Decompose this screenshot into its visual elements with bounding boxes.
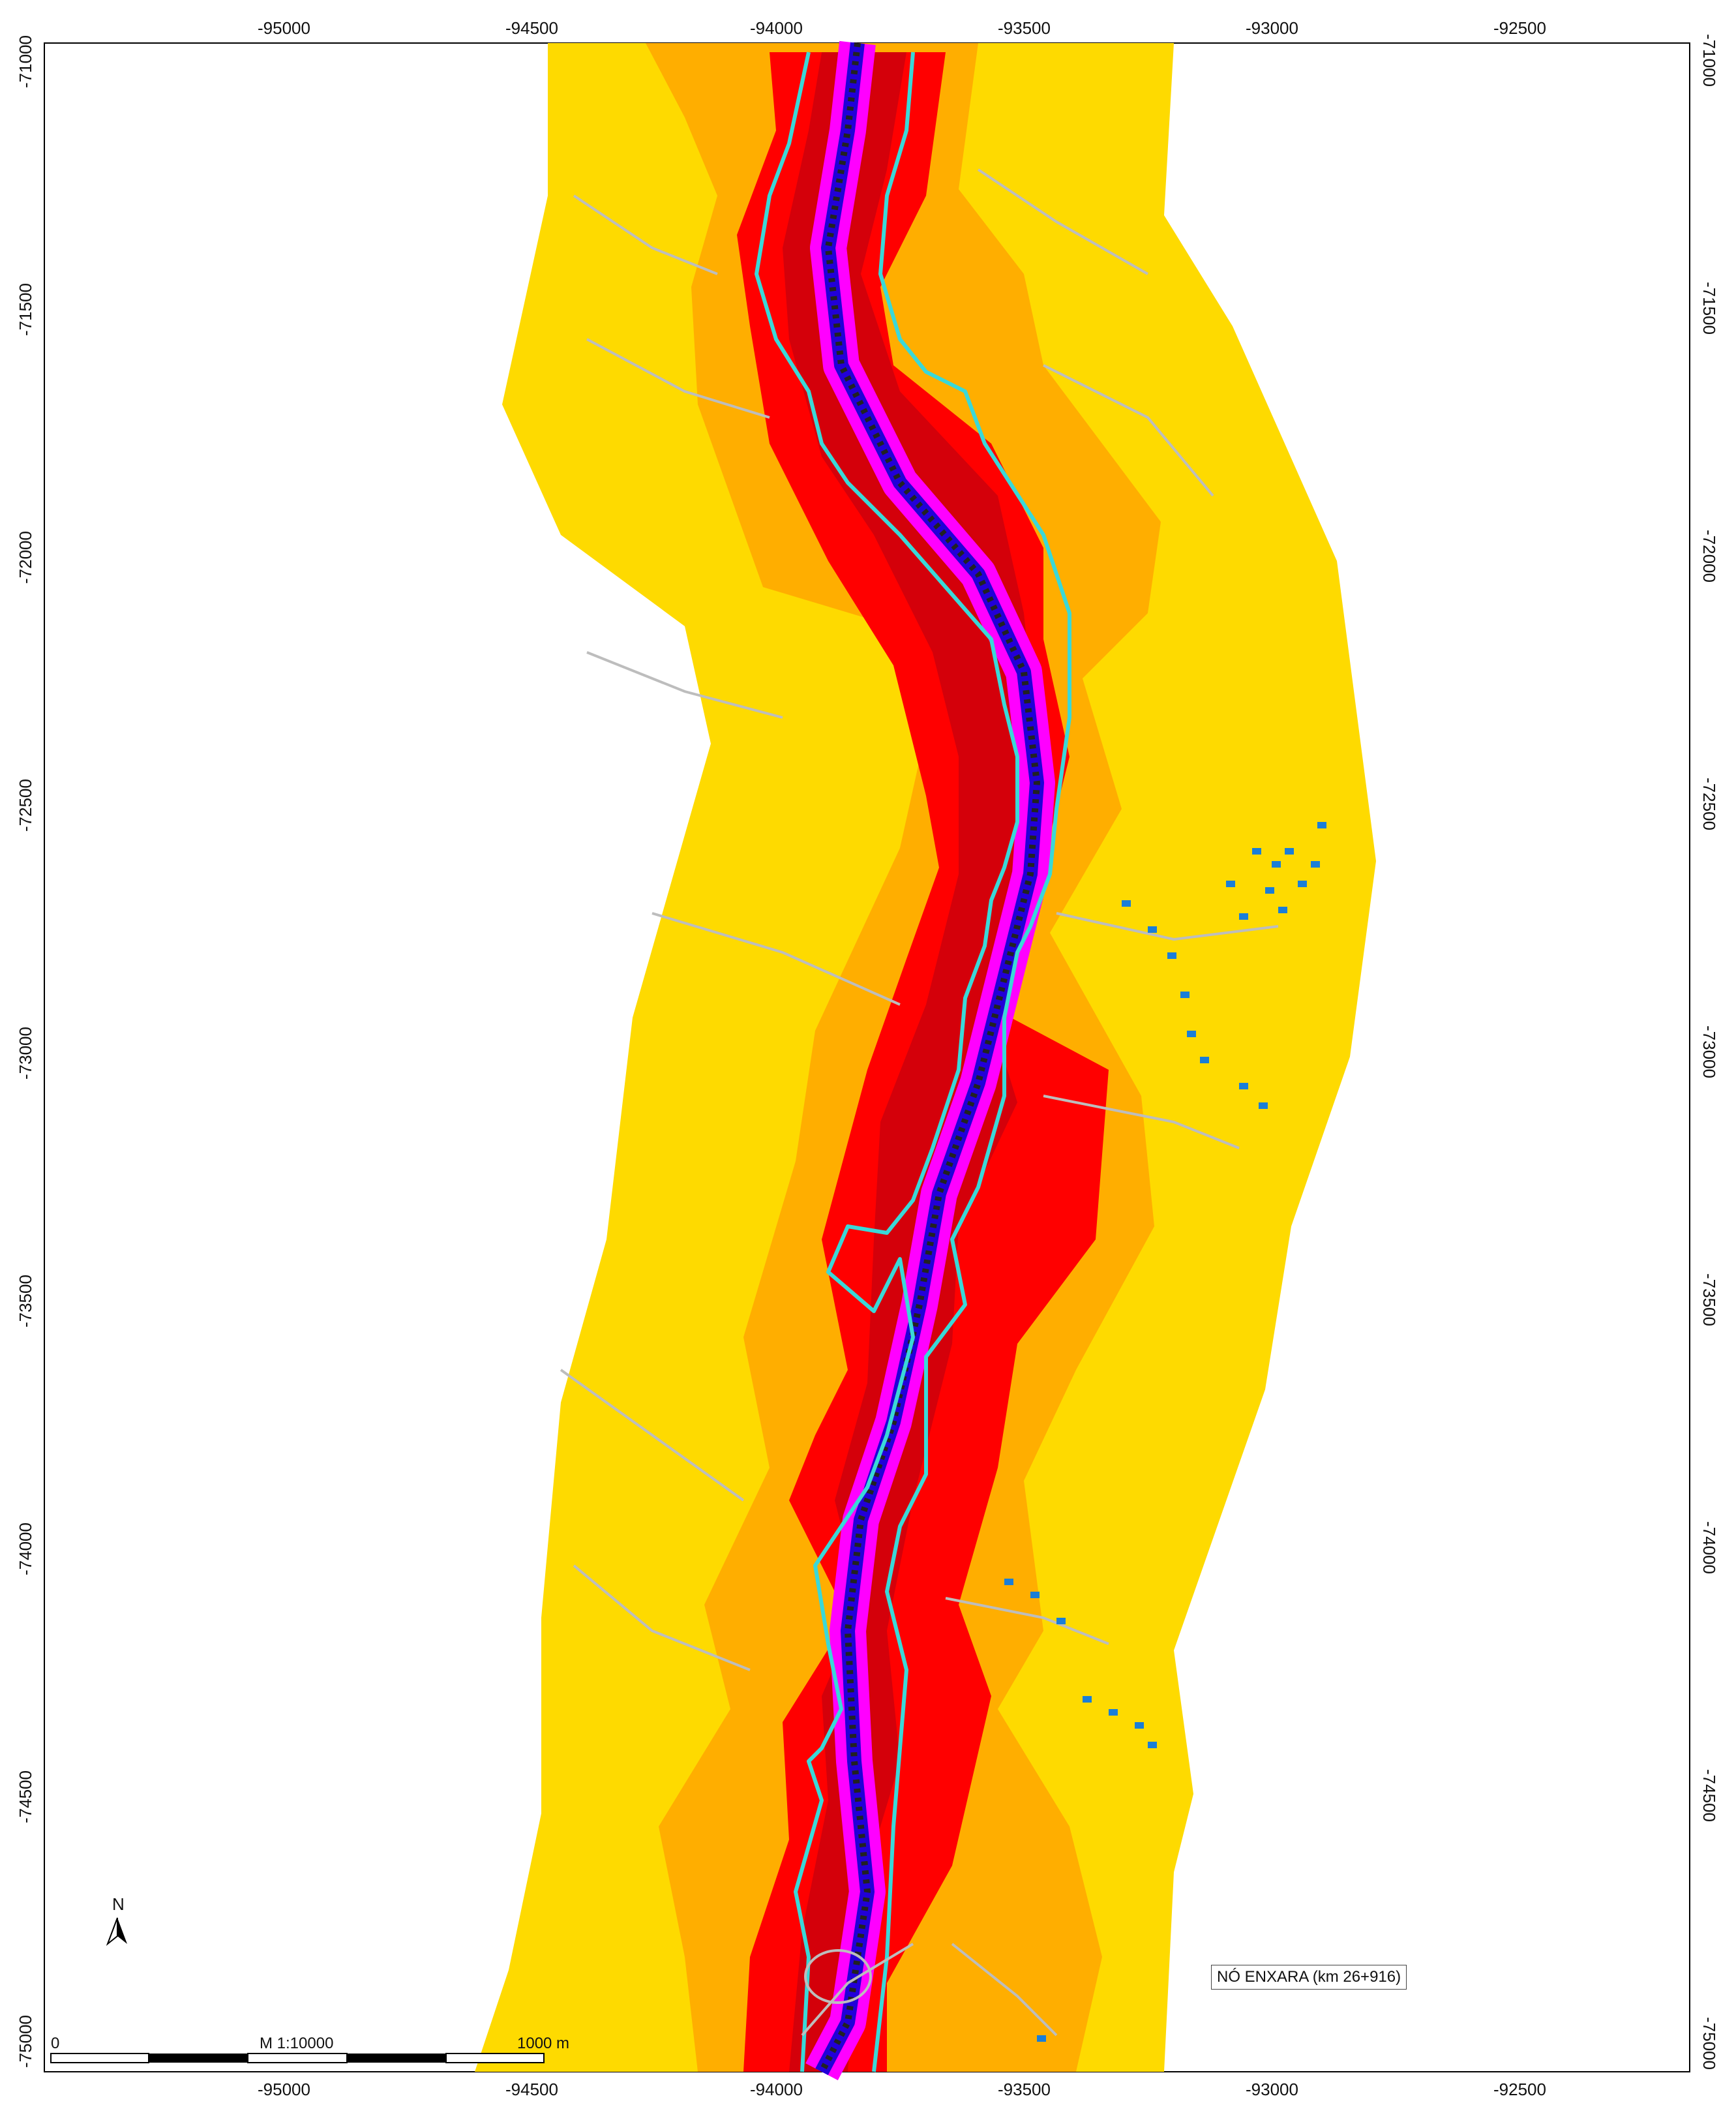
left-axis: -71000 -71500 -72000 -72500 -73000 -7350… [16,35,35,2068]
right-axis-label: -73000 [1699,1025,1719,1078]
interchange-label: NÓ ENXARA (km 26+916) [1211,1965,1407,1990]
bottom-axis-label: -93500 [998,2080,1051,2099]
minor-roads [560,168,1279,2037]
right-axis-label: -72000 [1699,530,1719,583]
scale-end-label: 1000 m [517,2035,569,2052]
bottom-axis-label: -94000 [750,2080,803,2099]
right-axis-label: -75000 [1699,2017,1719,2070]
noise-contour-west [755,52,1019,2072]
top-axis: -95000 -94500 -94000 -93500 -93000 -9250… [258,18,1546,38]
bottom-axis: -95000 -94500 -94000 -93500 -93000 -9250… [258,2080,1546,2099]
left-axis-label: -74500 [16,1770,35,1823]
bottom-axis-label: -94500 [505,2080,558,2099]
bottom-axis-label: -92500 [1493,2080,1546,2099]
left-axis-label: -72000 [16,531,35,584]
right-axis-label: -74000 [1699,1521,1719,1574]
scale-mid-label: M 1:10000 [260,2035,333,2052]
building-cluster-east-1 [1226,822,1326,920]
scale-start-label: 0 [51,2035,59,2052]
top-axis-label: -94500 [505,18,558,38]
bottom-axis-label: -93000 [1246,2080,1298,2099]
left-axis-label: -74000 [16,1523,35,1575]
top-axis-label: -92500 [1493,18,1546,38]
left-axis-label: -73500 [16,1275,35,1327]
right-axis-label: -71000 [1699,34,1719,87]
bottom-axis-label: -95000 [258,2080,310,2099]
right-axis-label: -73500 [1699,1273,1719,1326]
top-axis-label: -93500 [998,18,1051,38]
left-axis-label: -72500 [16,779,35,832]
north-arrow-icon: N [106,1894,127,1947]
right-axis: -71000 -71500 -72000 -72500 -73000 -7350… [1699,34,1719,2070]
right-axis-label: -74500 [1699,1769,1719,1822]
right-axis-label: -72500 [1699,778,1719,830]
north-arrow-label: N [112,1894,125,1914]
top-axis-label: -94000 [750,18,803,38]
right-axis-label: -71500 [1699,282,1719,335]
left-axis-label: -73000 [16,1027,35,1080]
noise-contour-east [872,52,1071,2072]
left-axis-label: -71500 [16,283,35,336]
building-cluster-south [1004,1579,1157,2042]
left-axis-label: -71000 [16,35,35,88]
scale-bar: 0 M 1:10000 1000 m [50,2035,569,2063]
left-axis-label: -75000 [16,2015,35,2068]
building-cluster-east-2 [1122,900,1268,1109]
road-core [815,42,1044,2076]
top-axis-label: -93000 [1246,18,1298,38]
top-axis-label: -95000 [258,18,310,38]
